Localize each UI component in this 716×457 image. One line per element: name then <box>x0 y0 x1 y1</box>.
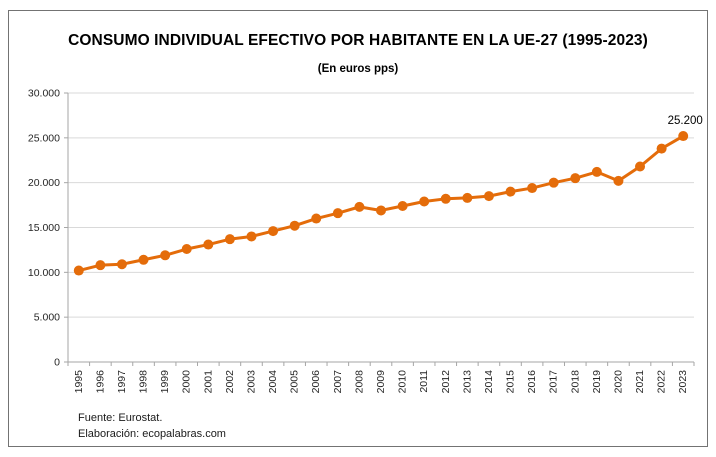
x-tick-label: 2020 <box>612 370 624 394</box>
chart-title: CONSUMO INDIVIDUAL EFECTIVO POR HABITANT… <box>68 32 648 49</box>
data-point <box>376 205 386 216</box>
chart-frame: CONSUMO INDIVIDUAL EFECTIVO POR HABITANT… <box>8 10 708 447</box>
x-tick-label: 2002 <box>224 370 236 394</box>
y-tick-label: 10.000 <box>28 267 60 279</box>
data-point <box>311 213 322 224</box>
data-point <box>203 239 214 250</box>
x-tick-label: 2001 <box>202 370 214 394</box>
x-tick-label: 2023 <box>677 370 689 394</box>
source-note: Fuente: Eurostat. <box>78 412 163 424</box>
x-tick-label: 2000 <box>181 370 193 394</box>
data-point <box>483 191 494 202</box>
x-tick-label: 2011 <box>418 370 430 393</box>
data-point <box>181 244 192 255</box>
data-point <box>548 177 559 188</box>
data-point <box>332 208 343 219</box>
y-tick-label: 5.000 <box>34 312 60 324</box>
data-point <box>419 196 430 207</box>
data-point <box>570 173 581 184</box>
x-tick-label: 2007 <box>332 370 344 394</box>
data-point <box>289 220 300 231</box>
x-tick-label: 2012 <box>440 370 452 394</box>
x-tick-label: 2010 <box>397 370 409 394</box>
data-point <box>397 200 408 211</box>
x-tick-label: 1997 <box>116 370 128 394</box>
data-point <box>505 186 516 197</box>
x-tick-label: 1998 <box>138 370 150 394</box>
data-point <box>268 226 279 237</box>
x-tick-label: 2005 <box>289 370 301 394</box>
data-point <box>462 192 473 203</box>
y-tick-label: 15.000 <box>28 222 60 234</box>
x-tick-label: 2019 <box>591 370 603 394</box>
data-point <box>527 183 538 194</box>
y-tick-label: 30.000 <box>28 88 60 100</box>
data-point <box>635 161 646 172</box>
x-tick-label: 2013 <box>461 370 473 394</box>
data-point <box>678 131 689 142</box>
x-tick-label: 1996 <box>94 370 106 394</box>
elaboration-note: Elaboración: ecopalabras.com <box>78 427 226 440</box>
x-tick-label: 1999 <box>159 370 171 394</box>
x-tick-label: 2003 <box>245 370 257 394</box>
x-tick-label: 2017 <box>548 370 560 394</box>
y-tick-label: 0 <box>54 357 60 369</box>
x-tick-label: 2008 <box>353 370 365 394</box>
x-tick-label: 2022 <box>656 370 668 394</box>
x-tick-label: 2018 <box>569 370 581 394</box>
x-tick-label: 2021 <box>634 370 646 394</box>
data-point <box>138 254 149 265</box>
y-tick-label: 25.000 <box>28 132 60 144</box>
chart-footer: Fuente: Eurostat. Elaboración: ecopalabr… <box>78 411 226 442</box>
data-point <box>591 166 602 177</box>
line-chart-plot: 0 5.000 10.000 15.000 20.000 25.000 30.000 1995… <box>28 88 703 394</box>
data-point <box>440 193 451 204</box>
data-point <box>656 143 667 154</box>
data-line <box>77 134 685 273</box>
x-tick-label: 2016 <box>526 370 538 394</box>
x-tick-label: 2004 <box>267 370 279 394</box>
x-tick-label: 2009 <box>375 370 387 394</box>
x-tick-label: 2015 <box>505 370 517 394</box>
data-point <box>116 259 127 270</box>
data-point <box>160 250 171 261</box>
data-point <box>246 231 257 242</box>
x-tick-label: 2014 <box>483 370 495 394</box>
last-value-label: 25.200 <box>668 115 703 127</box>
data-point <box>73 265 84 276</box>
data-point <box>224 234 235 245</box>
chart-subtitle: (En euros pps) <box>317 63 399 75</box>
data-point <box>95 260 106 271</box>
data-point <box>354 201 365 212</box>
data-point <box>613 175 624 186</box>
x-tick-label: 1995 <box>73 370 85 394</box>
x-tick-label: 2006 <box>310 370 322 394</box>
y-tick-label: 20.000 <box>28 177 60 189</box>
